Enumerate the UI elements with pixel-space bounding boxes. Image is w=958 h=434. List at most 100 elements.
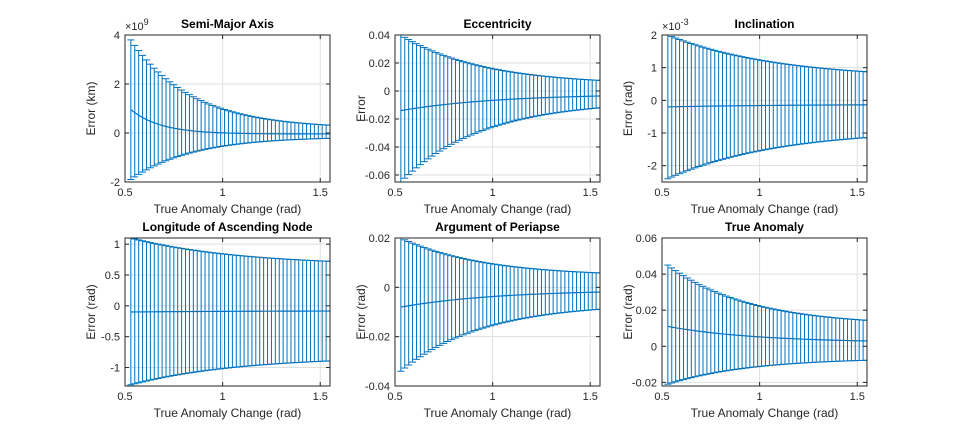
y-tick-label: -0.02	[365, 332, 390, 344]
error-bar	[596, 272, 600, 310]
error-bar	[506, 71, 514, 123]
y-axis-label: Error (rad)	[621, 81, 635, 136]
x-tick-label: 0.5	[387, 187, 402, 199]
error-bar	[691, 281, 699, 378]
x-tick-label: 1.5	[850, 187, 865, 199]
y-tick-label: 1	[651, 63, 657, 75]
mean-error-line	[130, 310, 330, 313]
y-tick-label: 0	[651, 341, 657, 353]
error-bar	[170, 84, 178, 159]
series-errorbars	[664, 264, 867, 385]
error-bar	[221, 109, 229, 147]
mean-error-line	[667, 325, 867, 342]
plot-area	[125, 35, 330, 182]
error-bar	[463, 62, 471, 138]
error-bar	[397, 35, 405, 182]
error-bar	[498, 69, 506, 125]
axes-box	[661, 237, 868, 387]
subplot-title: Semi-Major Axis	[181, 17, 274, 31]
error-bar	[596, 79, 600, 109]
subplot-title: Inclination	[735, 17, 795, 31]
error-bar	[416, 245, 424, 358]
error-bar	[424, 248, 432, 353]
subplot-4: 0.5 1 1.5 -1 -0.5 0 0.5 1 Longitude of Ascending…	[84, 220, 331, 420]
y-tick-label: 0.04	[636, 269, 657, 281]
plot-area	[662, 35, 867, 182]
error-bar	[510, 71, 518, 122]
error-bar	[863, 71, 867, 139]
subplot-6: 0.5 1 1.5 -0.02 0 0.02 0.04 0.06 True Anomaly Tru…	[621, 220, 868, 420]
x-axis-label: True Anomaly Change (rad)	[154, 406, 302, 420]
error-bar	[487, 263, 495, 327]
error-bar	[401, 36, 409, 179]
error-bar	[514, 72, 522, 121]
error-bar	[412, 43, 420, 169]
subplot-title: Longitude of Ascending Node	[142, 220, 313, 234]
error-bar	[483, 262, 491, 328]
subplot-title: Argument of Periapse	[435, 220, 560, 234]
error-bar	[467, 63, 475, 136]
error-bar	[455, 257, 463, 337]
error-bar	[483, 66, 491, 130]
y-tick-label: 0.04	[369, 30, 390, 42]
error-bar	[409, 41, 417, 172]
x-tick-label: 0.5	[387, 391, 402, 403]
error-bar	[491, 68, 499, 127]
x-axis-label: True Anomaly Change (rad)	[691, 202, 839, 216]
x-axis-label: True Anomaly Change (rad)	[154, 202, 302, 216]
error-bar	[178, 89, 186, 156]
error-bar	[228, 111, 236, 146]
y-tick-label: 0	[384, 86, 390, 98]
x-tick-label: 0.5	[654, 187, 669, 199]
error-bar	[502, 70, 510, 124]
error-bar	[412, 244, 420, 360]
error-bar	[135, 50, 143, 175]
subplot-5: 0.5 1 1.5 -0.04 -0.02 0 0.02 Argument of Periap…	[354, 220, 601, 420]
series-errorbars	[127, 238, 330, 386]
x-tick-label: 1	[490, 391, 496, 403]
y-exponent-label: ×109	[125, 17, 149, 33]
error-bar	[664, 264, 672, 385]
error-bar	[455, 60, 463, 141]
error-bar	[405, 39, 413, 176]
axes-box	[661, 34, 868, 183]
error-bar	[142, 59, 150, 171]
y-tick-label: 0.02	[369, 233, 390, 245]
error-bar	[734, 299, 742, 370]
error-bar	[479, 261, 487, 329]
error-bar	[452, 256, 460, 339]
y-axis-label: Error (rad)	[84, 284, 98, 339]
y-tick-label: -0.04	[365, 142, 390, 154]
error-bar	[467, 259, 475, 333]
error-bar	[518, 72, 526, 120]
y-tick-label: 0	[384, 282, 390, 294]
y-tick-label: -1	[110, 363, 120, 375]
error-bar	[139, 54, 147, 173]
y-tick-label: 0.02	[636, 305, 657, 317]
error-bar	[127, 238, 135, 386]
error-bar	[444, 254, 452, 342]
error-bar	[217, 107, 225, 148]
error-bar	[471, 64, 479, 134]
error-bar	[683, 277, 691, 380]
x-tick-label: 1.5	[583, 187, 598, 199]
x-tick-label: 0.5	[654, 391, 669, 403]
error-bar	[420, 46, 428, 163]
series-errorbars	[397, 35, 600, 182]
plot-area	[395, 35, 600, 182]
error-bar	[420, 247, 428, 355]
error-bar	[162, 78, 170, 162]
error-bar	[703, 287, 711, 375]
error-bar	[711, 291, 719, 374]
error-bar	[432, 51, 440, 155]
error-bar	[672, 270, 680, 383]
subplot-title: True Anomaly	[725, 220, 804, 234]
error-bar	[428, 50, 436, 157]
error-bar	[436, 53, 444, 152]
error-bar	[522, 73, 530, 119]
error-bar	[146, 63, 154, 169]
error-bar	[440, 253, 448, 344]
y-tick-label: 1	[114, 239, 120, 251]
error-bar	[440, 54, 448, 150]
error-bar	[424, 48, 432, 160]
